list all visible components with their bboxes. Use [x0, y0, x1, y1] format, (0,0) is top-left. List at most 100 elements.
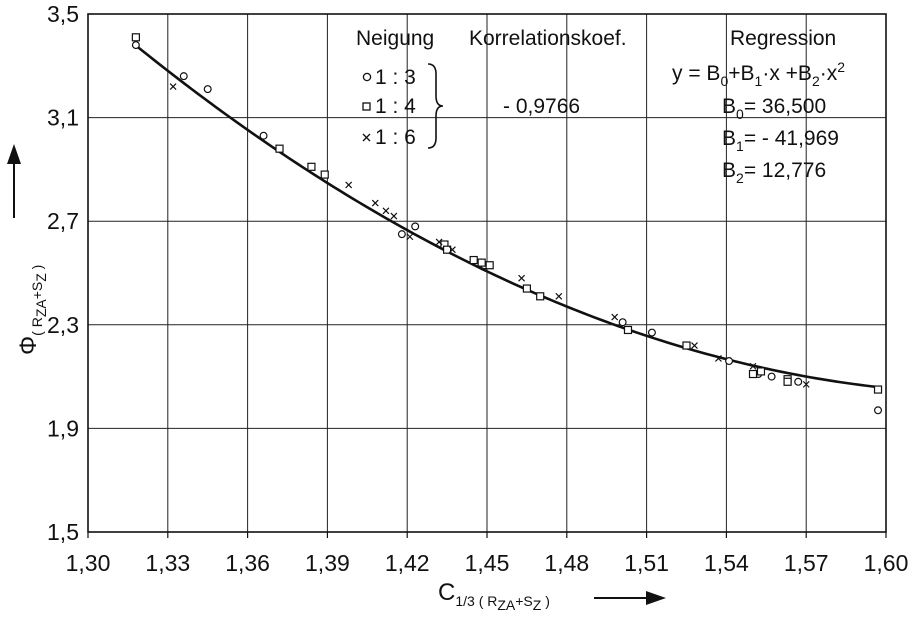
point-cross-stroke [169, 83, 177, 90]
legend-header-neigung: Neigung [356, 27, 434, 50]
correlation-value: - 0,9766 [503, 95, 580, 118]
x-tick-label: 1,48 [544, 550, 589, 576]
point-cross [169, 83, 177, 90]
x-axis-arrow [594, 591, 666, 605]
y-axis-arrow [7, 144, 21, 218]
point-square [131, 33, 140, 42]
legend-header-regression: Regression [730, 27, 836, 50]
point-circle [131, 41, 140, 50]
coefficient-b0: B0= 36,500 [722, 95, 826, 122]
y-tick-label: 1,5 [47, 519, 79, 545]
point-square [307, 162, 316, 171]
x-tick-labels: 1,30 1,33 1,36 1,39 1,42 1,45 1,48 1,51 1,54 1,57… [66, 532, 909, 576]
y-tick-label: 3,1 [47, 105, 79, 131]
point-square [748, 369, 758, 379]
point-circle [794, 377, 803, 386]
point-cross [435, 238, 443, 246]
point-cross-stroke [518, 274, 526, 282]
x-tick-label: 1,51 [624, 550, 669, 576]
point-cross [691, 342, 698, 349]
point-square [443, 245, 452, 254]
y-tick-label: 3,5 [47, 1, 79, 27]
point-cross-stroke [802, 380, 810, 388]
legend-entry-1-3: 1 : 3 [375, 66, 416, 89]
x-tick-label: 1,45 [465, 550, 510, 576]
point-square [275, 144, 284, 153]
y-tick-label: 1,9 [47, 415, 79, 441]
point-cross [345, 181, 353, 189]
svg-text:Φ( RZA+SZ ): Φ( RZA+SZ ) [15, 265, 49, 355]
point-cross-stroke [382, 207, 390, 215]
point-square [756, 367, 766, 376]
point-cross-stroke [555, 292, 563, 300]
point-cross [611, 313, 619, 321]
point-square [873, 385, 883, 394]
point-circle [767, 372, 776, 381]
legend-marker-square [362, 102, 371, 111]
point-cross [448, 246, 456, 254]
point-cross [555, 292, 563, 300]
point-circle [397, 230, 406, 239]
point-square [485, 261, 494, 270]
x-tick-label: 1,30 [66, 550, 111, 576]
point-circle [179, 72, 188, 81]
point-circle [874, 406, 883, 415]
legend-header-korrelation: Korrelationskoef. [469, 27, 627, 50]
regression-formula: y = B0+B1·x +B2·x2 [672, 59, 845, 89]
point-cross-stroke [691, 342, 698, 349]
point-cross-stroke [345, 181, 353, 189]
point-cross-stroke [611, 313, 619, 321]
point-cross-stroke [714, 355, 722, 362]
point-cross [749, 362, 757, 370]
y-tick-label: 2,3 [47, 312, 79, 338]
x-axis-label: C1/3 ( RZA+SZ ) [438, 579, 550, 613]
point-cross-stroke [448, 246, 456, 254]
point-square [623, 325, 633, 335]
point-square [469, 255, 478, 265]
x-tick-label: 1,57 [784, 550, 829, 576]
y-tick-labels: 1,5 1,9 2,3 2,7 3,1 3,5 [47, 1, 79, 545]
point-cross [371, 199, 379, 207]
point-square [522, 284, 532, 293]
point-square [783, 377, 792, 386]
x-tick-label: 1,33 [145, 550, 190, 576]
point-square [320, 170, 329, 179]
point-cross-stroke [390, 212, 398, 220]
point-cross [406, 233, 414, 241]
y-axis-label: Φ( RZA+SZ ) [15, 265, 49, 355]
coefficient-b1: B1= - 41,969 [722, 127, 839, 154]
legend-entry-1-4: 1 : 4 [375, 95, 416, 118]
point-square [682, 341, 691, 350]
x-tick-label: 1,54 [704, 550, 749, 576]
x-tick-label: 1,60 [864, 550, 909, 576]
legend-brace [427, 63, 444, 149]
coefficient-b2: B2= 12,776 [722, 159, 826, 186]
x-tick-label: 1,39 [305, 550, 350, 576]
regression-line [135, 44, 879, 389]
point-cross-stroke [749, 362, 757, 370]
legend: Neigung Korrelationskoef. Regression 1 :… [356, 27, 845, 186]
x-tick-label: 1,42 [385, 550, 430, 576]
point-circle [259, 131, 268, 140]
y-tick-label: 2,7 [47, 208, 79, 234]
legend-marker-circle [362, 72, 372, 82]
point-cross [390, 212, 398, 220]
data-points [131, 33, 883, 415]
legend-marker-cross [362, 133, 371, 142]
point-circle [725, 357, 734, 366]
point-circle [411, 222, 420, 231]
point-square [536, 292, 545, 301]
x-tick-label: 1,36 [225, 550, 270, 576]
legend-entry-1-6: 1 : 6 [375, 126, 416, 149]
point-circle [647, 328, 656, 337]
point-cross-stroke [371, 199, 379, 207]
point-cross [714, 355, 722, 362]
point-square [477, 258, 486, 267]
point-cross [802, 380, 810, 388]
point-cross [518, 274, 526, 282]
point-circle [618, 318, 627, 327]
point-cross-stroke [406, 233, 414, 241]
point-circle [203, 85, 212, 94]
point-cross [382, 207, 390, 215]
